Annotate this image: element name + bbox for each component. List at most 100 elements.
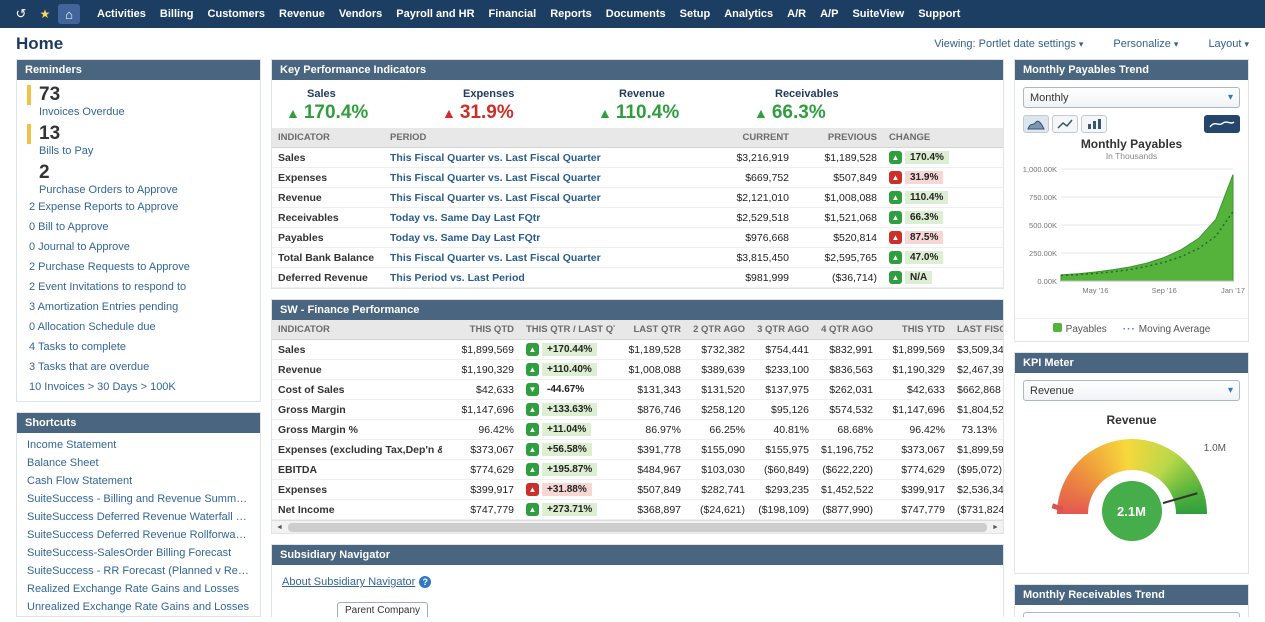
- reminder-item[interactable]: 10 Invoices > 30 Days > 100K: [17, 377, 260, 397]
- finance-indicator[interactable]: Expenses (excluding Tax,Dep'n & Amort): [272, 440, 442, 460]
- nav-item-setup[interactable]: Setup: [673, 0, 718, 28]
- reminder-item[interactable]: 2 Expense Reports to Approve: [17, 197, 260, 217]
- reminders-portlet-header[interactable]: Reminders: [17, 60, 260, 80]
- nav-item-analytics[interactable]: Analytics: [717, 0, 780, 28]
- reminder-item[interactable]: 3 Tasks that are overdue: [17, 357, 260, 377]
- line-chart-icon[interactable]: [1052, 115, 1078, 133]
- finance-indicator[interactable]: Gross Margin: [272, 400, 442, 420]
- finance-indicator[interactable]: Expenses: [272, 480, 442, 500]
- kpi-meter-portlet-header[interactable]: KPI Meter: [1015, 353, 1248, 373]
- payables-range-select[interactable]: Monthly ▾: [1023, 87, 1240, 108]
- reminder-item[interactable]: 2 Event Invitations to respond to: [17, 277, 260, 297]
- finance-indicator[interactable]: Net Income: [272, 500, 442, 520]
- shortcut-link[interactable]: Realized Exchange Rate Gains and Losses: [17, 580, 260, 598]
- shortcut-link[interactable]: SuiteSuccess - RR Forecast (Planned v Re…: [17, 562, 260, 580]
- finance-this-qtd: $774,629: [442, 460, 520, 480]
- kpi-period[interactable]: This Fiscal Quarter vs. Last Fiscal Quar…: [384, 248, 703, 268]
- bar-chart-icon[interactable]: [1081, 115, 1107, 133]
- kpi-period[interactable]: This Fiscal Quarter vs. Last Fiscal Quar…: [384, 148, 703, 168]
- kpi-summary-label: Receivables: [775, 88, 894, 100]
- reminder-highlight-purchase-orders-to-approve[interactable]: 2Purchase Orders to Approve: [17, 158, 260, 197]
- reminder-item[interactable]: 2 Purchase Requests to Approve: [17, 257, 260, 277]
- nav-item-a-p[interactable]: A/P: [813, 0, 845, 28]
- shortcut-link[interactable]: Unrealized Exchange Rate Gains and Losse…: [17, 598, 260, 616]
- nav-item-activities[interactable]: Activities: [90, 0, 153, 28]
- help-icon[interactable]: ?: [419, 576, 431, 588]
- kpi-indicator[interactable]: Deferred Revenue: [272, 268, 384, 288]
- reminder-item[interactable]: 0 Bill to Approve: [17, 217, 260, 237]
- nav-item-customers[interactable]: Customers: [201, 0, 272, 28]
- layout-link[interactable]: Layout▾: [1208, 38, 1249, 50]
- shortcut-link[interactable]: SuiteSuccess Deferred Revenue Waterfall …: [17, 508, 260, 526]
- change-value: +11.04%: [542, 423, 591, 436]
- shortcut-link[interactable]: Cash Flow Statement: [17, 472, 260, 490]
- shortcut-link[interactable]: Income Statement: [17, 436, 260, 454]
- history-icon[interactable]: ↺: [10, 4, 32, 24]
- kpi-meter-select[interactable]: Revenue ▾: [1023, 380, 1240, 401]
- viewing-settings-link[interactable]: Viewing: Portlet date settings▾: [934, 38, 1083, 50]
- subsidiary-portlet-header[interactable]: Subsidiary Navigator: [272, 545, 1003, 565]
- kpi-summary-value: 66.3%: [772, 102, 826, 124]
- finance-indicator[interactable]: Sales: [272, 340, 442, 360]
- kpi-indicator[interactable]: Revenue: [272, 188, 384, 208]
- reminder-item[interactable]: 0 Journal to Approve: [17, 237, 260, 257]
- home-icon[interactable]: ⌂: [58, 4, 80, 24]
- kpi-indicator[interactable]: Total Bank Balance: [272, 248, 384, 268]
- kpi-period[interactable]: Today vs. Same Day Last FQtr: [384, 228, 703, 248]
- nav-item-reports[interactable]: Reports: [543, 0, 599, 28]
- horizontal-scrollbar[interactable]: ◄ ►: [272, 520, 1003, 533]
- kpi-period[interactable]: This Fiscal Quarter vs. Last Fiscal Quar…: [384, 168, 703, 188]
- nav-item-billing[interactable]: Billing: [153, 0, 201, 28]
- nav-item-documents[interactable]: Documents: [599, 0, 673, 28]
- chart-preview-toggle-icon[interactable]: [1204, 115, 1240, 133]
- scrollbar-thumb[interactable]: [288, 523, 987, 532]
- kpi-indicator[interactable]: Sales: [272, 148, 384, 168]
- nav-item-vendors[interactable]: Vendors: [332, 0, 389, 28]
- change-value: +170.44%: [542, 343, 597, 356]
- kpi-indicator[interactable]: Receivables: [272, 208, 384, 228]
- kpi-portlet-header[interactable]: Key Performance Indicators: [272, 60, 1003, 80]
- nav-item-a-r[interactable]: A/R: [780, 0, 813, 28]
- personalize-link[interactable]: Personalize▾: [1113, 38, 1178, 50]
- finance-indicator[interactable]: Cost of Sales: [272, 380, 442, 400]
- about-subsidiary-link[interactable]: About Subsidiary Navigator: [282, 576, 415, 588]
- finance-indicator[interactable]: EBITDA: [272, 460, 442, 480]
- payables-portlet-header[interactable]: Monthly Payables Trend: [1015, 60, 1248, 80]
- shortcut-link[interactable]: Manage Accounting Periods: [17, 616, 260, 617]
- kpi-indicator[interactable]: Payables: [272, 228, 384, 248]
- finance-indicator[interactable]: Revenue: [272, 360, 442, 380]
- shortcut-link[interactable]: SuiteSuccess-SalesOrder Billing Forecast: [17, 544, 260, 562]
- page-bar: Home Viewing: Portlet date settings▾ Per…: [0, 28, 1265, 57]
- nav-item-suiteview[interactable]: SuiteView: [845, 0, 911, 28]
- reminder-item[interactable]: 0 Allocation Schedule due: [17, 317, 260, 337]
- receivables-range-select[interactable]: Monthly ▾: [1023, 612, 1240, 617]
- finance-cell: ($877,990): [815, 500, 879, 520]
- kpi-period[interactable]: Today vs. Same Day Last FQtr: [384, 208, 703, 228]
- receivables-portlet-header[interactable]: Monthly Receivables Trend: [1015, 585, 1248, 605]
- shortcut-link[interactable]: SuiteSuccess Deferred Revenue Rollforwar…: [17, 526, 260, 544]
- reminder-item[interactable]: 3 Amortization Entries pending: [17, 297, 260, 317]
- finance-indicator[interactable]: Gross Margin %: [272, 420, 442, 440]
- reminder-highlight-invoices-overdue[interactable]: 73Invoices Overdue: [17, 80, 260, 119]
- area-chart-icon[interactable]: [1023, 115, 1049, 133]
- shortcut-link[interactable]: SuiteSuccess - Billing and Revenue Summa…: [17, 490, 260, 508]
- star-shortcuts-icon[interactable]: ★: [34, 4, 56, 24]
- reminder-highlight-bills-to-pay[interactable]: 13Bills to Pay: [17, 119, 260, 158]
- finance-portlet-header[interactable]: SW - Finance Performance: [272, 300, 1003, 320]
- kpi-period[interactable]: This Fiscal Quarter vs. Last Fiscal Quar…: [384, 188, 703, 208]
- nav-item-financial[interactable]: Financial: [482, 0, 544, 28]
- scroll-right-icon[interactable]: ►: [988, 521, 1003, 534]
- change-value: +273.71%: [542, 503, 597, 516]
- change-value: 110.4%: [905, 191, 948, 204]
- reminder-item[interactable]: 4 Tasks to complete: [17, 337, 260, 357]
- nav-item-revenue[interactable]: Revenue: [272, 0, 332, 28]
- shortcut-link[interactable]: Balance Sheet: [17, 454, 260, 472]
- nav-item-support[interactable]: Support: [911, 0, 967, 28]
- kpi-indicator[interactable]: Expenses: [272, 168, 384, 188]
- kpi-period[interactable]: This Period vs. Last Period: [384, 268, 703, 288]
- scroll-left-icon[interactable]: ◄: [272, 521, 287, 534]
- subsidiary-parent-company[interactable]: Parent Company: [337, 602, 428, 617]
- nav-item-payroll-and-hr[interactable]: Payroll and HR: [389, 0, 481, 28]
- up-arrow-icon: ▲: [889, 211, 902, 224]
- shortcuts-portlet-header[interactable]: Shortcuts: [17, 413, 260, 433]
